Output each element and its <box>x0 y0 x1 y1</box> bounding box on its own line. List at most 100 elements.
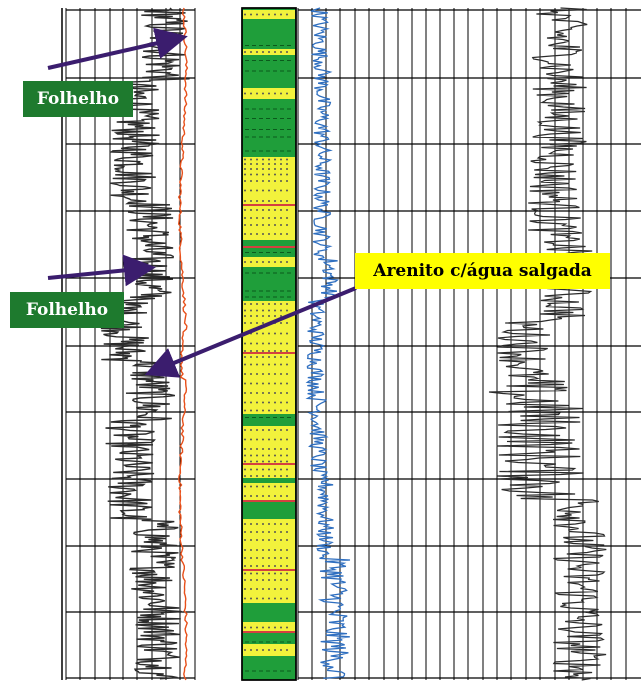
sand-dot <box>274 315 276 317</box>
sand-dot <box>268 392 270 394</box>
sand-dot <box>268 13 270 16</box>
sand-dot <box>256 350 258 352</box>
sand-dot <box>244 309 246 312</box>
sand-dot <box>286 233 288 235</box>
sand-dot <box>274 163 276 165</box>
sand-dot <box>268 549 270 551</box>
sand-dot <box>268 356 270 358</box>
sand-dot <box>262 168 264 170</box>
sand-dot <box>268 649 270 651</box>
sand-dot <box>262 233 264 235</box>
sand-dot <box>268 475 270 477</box>
sand-dot <box>268 261 270 263</box>
sand-dot <box>286 401 288 404</box>
lithology-accent-band <box>243 631 295 633</box>
sand-dot <box>256 173 258 176</box>
sand-dot <box>244 158 246 161</box>
sand-dot <box>268 382 270 385</box>
sand-dot <box>256 342 258 345</box>
sand-dot <box>280 180 282 182</box>
sand-dot <box>250 209 252 211</box>
sand-dot <box>256 158 258 161</box>
sand-dot <box>256 460 258 463</box>
sand-dot <box>244 173 246 176</box>
sand-dot <box>262 209 264 211</box>
sand-dot <box>286 392 288 394</box>
shale-layer <box>243 656 295 666</box>
sand-dot <box>244 350 246 352</box>
saltwater-sandstone-label: Arenito c/água salgada <box>355 253 610 289</box>
sand-dot <box>268 429 270 431</box>
sand-dot <box>256 475 258 477</box>
sand-dot <box>262 303 264 305</box>
sand-dot <box>244 557 246 559</box>
sand-dot <box>256 163 258 165</box>
sand-dot <box>250 549 252 551</box>
sand-dot <box>262 523 264 525</box>
sand-dot <box>280 438 282 441</box>
annotation-arrows <box>47 27 357 378</box>
sand-dot <box>280 531 282 533</box>
sand-dot <box>286 549 288 551</box>
sand-dot <box>280 588 282 590</box>
sand-dot <box>268 224 270 226</box>
sand-dot <box>268 409 270 412</box>
sand-dot <box>250 579 252 581</box>
sand-dot <box>256 579 258 581</box>
sand-dot <box>280 373 282 375</box>
sand-dot <box>250 468 252 471</box>
sand-dot <box>274 531 276 533</box>
sand-dot <box>244 454 246 457</box>
sand-dot <box>268 373 270 375</box>
sand-dot <box>262 539 264 541</box>
sand-dot <box>244 475 246 477</box>
sand-dot <box>262 557 264 559</box>
sand-dot <box>250 475 252 477</box>
sand-dot <box>268 454 270 457</box>
sand-dot <box>286 180 288 182</box>
lithology-accent-band <box>243 204 295 206</box>
sand-dot <box>268 158 270 161</box>
sand-dot <box>250 565 252 567</box>
sand-dot <box>262 565 264 567</box>
sand-dot <box>274 158 276 161</box>
sand-dot <box>268 539 270 541</box>
sand-dot <box>244 531 246 533</box>
sand-dot <box>268 168 270 170</box>
sand-dot <box>244 303 246 305</box>
sand-dot <box>280 468 282 471</box>
sand-dot <box>274 549 276 551</box>
sand-dot <box>244 409 246 412</box>
sand-dot <box>274 13 276 16</box>
sand-dot <box>280 565 282 567</box>
sand-dot <box>280 572 282 575</box>
sand-dot <box>244 549 246 551</box>
sand-dot <box>250 224 252 226</box>
sand-dot <box>280 315 282 317</box>
sand-dot <box>268 180 270 182</box>
sand-dot <box>250 51 252 53</box>
lithology-border <box>241 7 297 681</box>
sand-dot <box>256 224 258 226</box>
sand-dot <box>244 539 246 541</box>
sand-dot <box>268 233 270 235</box>
sand-dot <box>244 217 246 219</box>
sand-dot <box>274 438 276 441</box>
sand-dot <box>280 649 282 651</box>
sand-dot <box>286 200 288 202</box>
sand-dot <box>250 392 252 394</box>
sand-dot <box>274 363 276 366</box>
shale-layer <box>243 139 295 145</box>
sand-dot <box>280 409 282 412</box>
sand-dot <box>274 382 276 385</box>
sand-dot <box>274 168 276 170</box>
sand-dot <box>274 429 276 431</box>
sand-dot <box>256 168 258 170</box>
sand-dot <box>286 579 288 581</box>
sand-dot <box>280 332 282 335</box>
sand-dot <box>268 303 270 305</box>
sand-dot <box>250 382 252 385</box>
sand-dot <box>274 460 276 463</box>
sand-dot <box>250 649 252 651</box>
